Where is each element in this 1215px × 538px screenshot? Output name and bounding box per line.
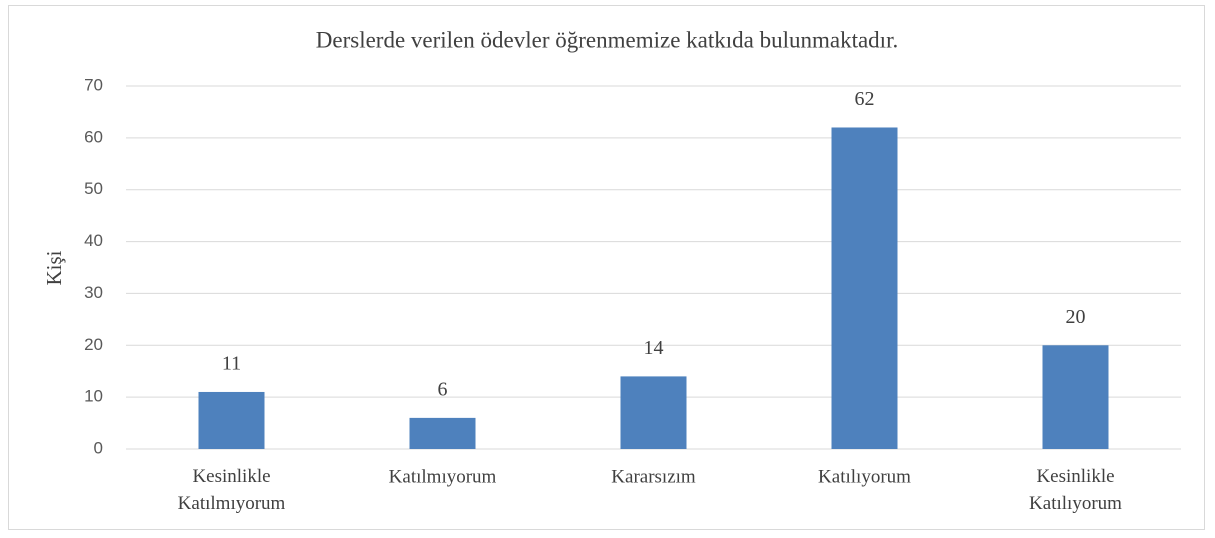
y-axis-label: Kişi <box>42 250 66 285</box>
data-label: 20 <box>1066 306 1086 328</box>
y-tick-label: 30 <box>84 283 103 302</box>
y-tick-label: 60 <box>84 127 103 146</box>
y-tick-label: 10 <box>84 387 103 406</box>
bar <box>620 376 687 449</box>
y-tick-label: 50 <box>84 179 103 198</box>
y-tick-label: 20 <box>84 335 103 354</box>
y-tick-label: 0 <box>94 438 103 457</box>
x-tick-label: Katılıyorum <box>818 466 911 487</box>
bar <box>1042 345 1109 449</box>
chart-title: Derslerde verilen ödevler öğrenmemize ka… <box>316 27 898 52</box>
x-tick-label: Katılmıyorum <box>389 466 497 487</box>
bar <box>831 127 898 449</box>
bar <box>409 417 476 449</box>
chart-frame <box>8 5 1205 530</box>
data-label: 14 <box>644 337 664 359</box>
bar <box>198 391 265 449</box>
x-tick-label: Kararsızım <box>611 466 696 487</box>
data-label: 6 <box>438 378 448 400</box>
y-tick-label: 40 <box>84 231 103 250</box>
data-label: 62 <box>855 88 875 110</box>
data-label: 11 <box>222 353 241 375</box>
y-tick-label: 70 <box>84 75 103 94</box>
x-tick-label: Kesinlikle Katılıyorum <box>1029 466 1122 514</box>
x-tick-label: Kesinlikle Katılmıyorum <box>178 466 286 514</box>
